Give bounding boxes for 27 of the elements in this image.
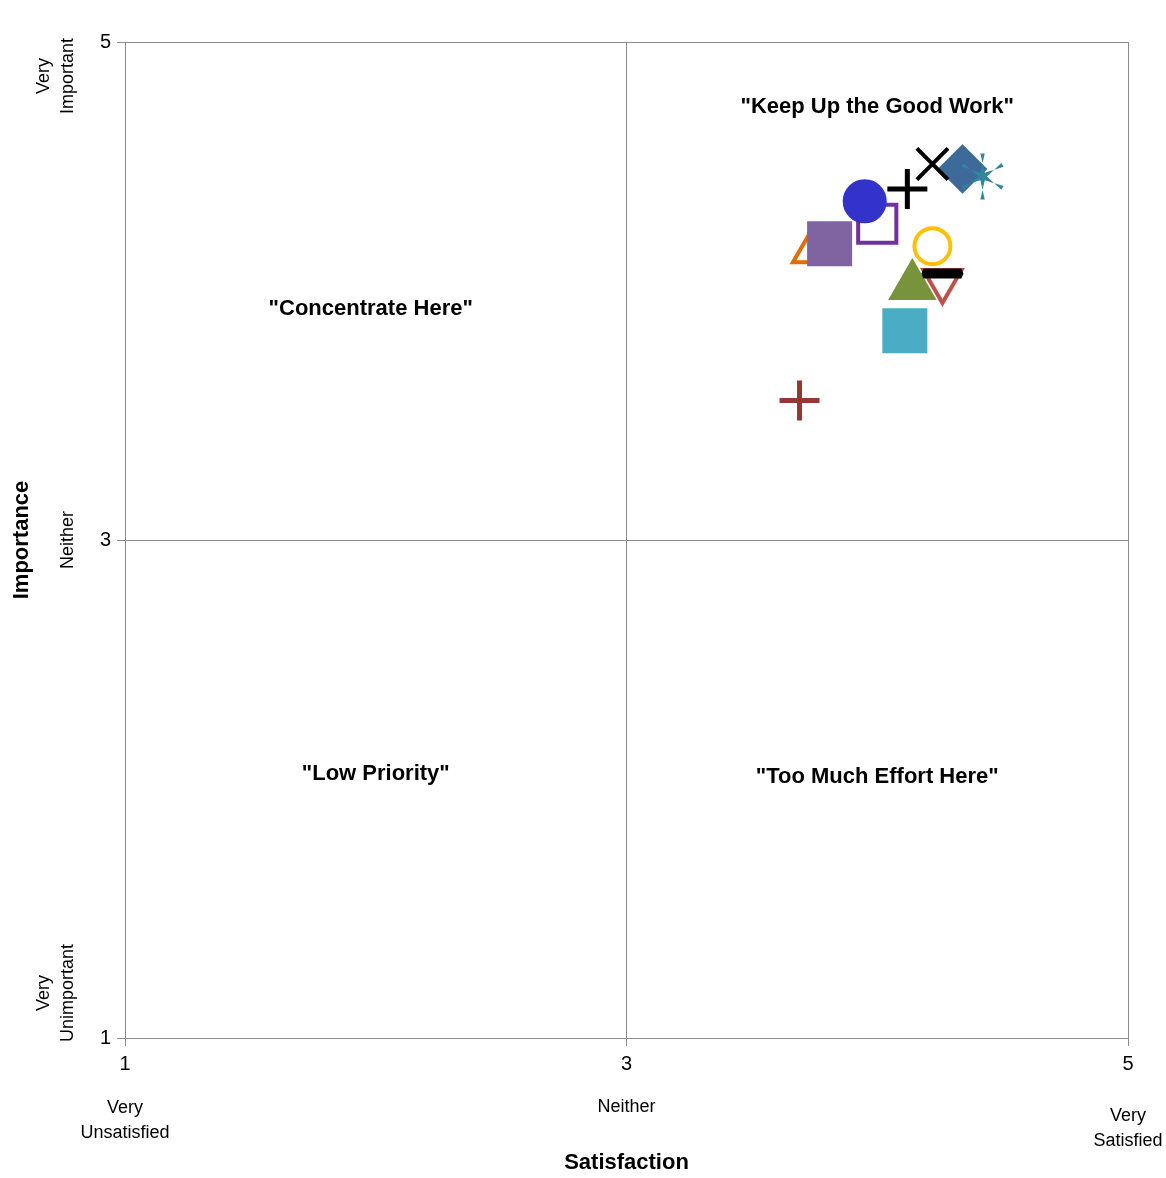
annotation: "Too Much Effort Here" bbox=[755, 763, 999, 789]
point bbox=[779, 380, 820, 421]
point bbox=[914, 146, 950, 182]
y-tick-label: 5 bbox=[99, 29, 111, 52]
point bbox=[961, 153, 1004, 200]
point bbox=[882, 308, 928, 354]
annotation: "Concentrate Here" bbox=[268, 294, 473, 320]
y-tick-label: 3 bbox=[99, 527, 111, 550]
annotation: "Keep Up the Good Work" bbox=[740, 92, 1014, 118]
text: Very Satisfied bbox=[1093, 1104, 1163, 1150]
text: Neither bbox=[597, 1095, 656, 1116]
x-axis-title: Satisfaction bbox=[564, 1149, 689, 1175]
point bbox=[807, 221, 853, 267]
point bbox=[938, 144, 987, 193]
annotation: "Low Priority" bbox=[301, 760, 450, 786]
y-tick-label: 1 bbox=[99, 1025, 111, 1048]
x-tick-label: 1 bbox=[119, 1051, 131, 1074]
text: Very Unimportant bbox=[32, 943, 77, 1042]
y-axis-title: Importance bbox=[8, 480, 34, 600]
text: Very Important bbox=[32, 37, 77, 115]
x-tick-label: 5 bbox=[1122, 1051, 1134, 1074]
point bbox=[842, 179, 887, 224]
text: Very Unsatisfied bbox=[80, 1096, 170, 1142]
point bbox=[912, 226, 953, 267]
point bbox=[887, 168, 928, 209]
text: Neither bbox=[56, 510, 77, 570]
x-tick-label: 3 bbox=[620, 1051, 633, 1074]
